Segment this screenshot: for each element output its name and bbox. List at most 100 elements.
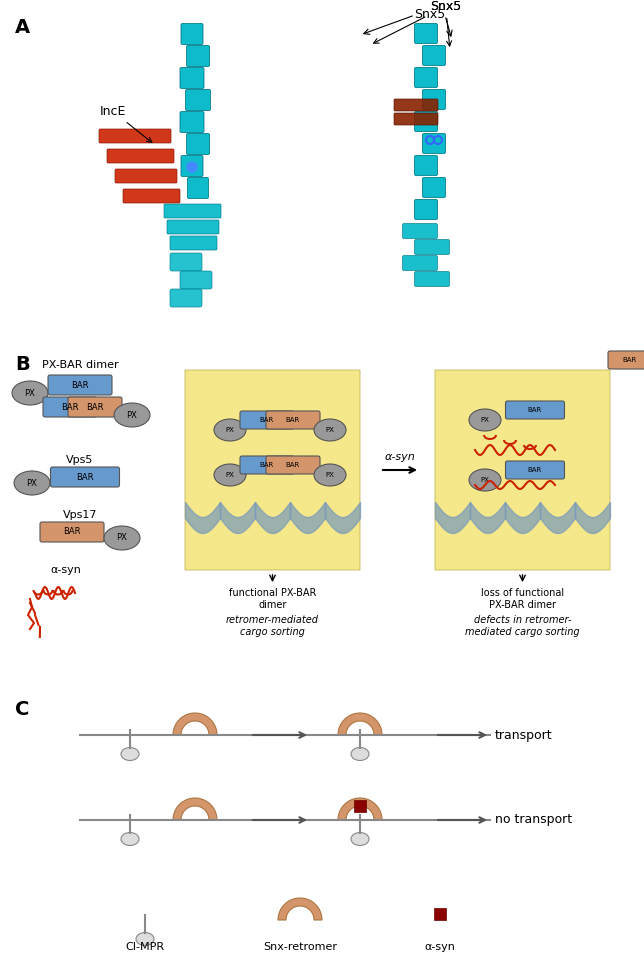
FancyBboxPatch shape — [608, 351, 644, 369]
Text: BAR: BAR — [61, 403, 79, 412]
Text: Snx5: Snx5 — [430, 0, 461, 46]
Text: α-syn: α-syn — [424, 942, 455, 952]
Text: Snx5: Snx5 — [374, 0, 461, 43]
Ellipse shape — [351, 748, 369, 760]
FancyBboxPatch shape — [422, 133, 446, 154]
Ellipse shape — [469, 409, 501, 431]
Text: PX: PX — [225, 427, 234, 433]
Text: BAR: BAR — [76, 472, 94, 481]
FancyBboxPatch shape — [167, 220, 219, 234]
FancyBboxPatch shape — [185, 370, 360, 570]
Text: Vps5: Vps5 — [66, 455, 93, 465]
FancyBboxPatch shape — [415, 111, 437, 131]
Ellipse shape — [214, 464, 246, 486]
Text: PX: PX — [326, 472, 334, 478]
Ellipse shape — [469, 469, 501, 491]
FancyBboxPatch shape — [422, 45, 446, 66]
FancyBboxPatch shape — [187, 178, 209, 198]
Text: transport: transport — [495, 728, 553, 742]
FancyBboxPatch shape — [506, 461, 565, 479]
FancyBboxPatch shape — [415, 271, 450, 287]
FancyBboxPatch shape — [50, 467, 120, 487]
Text: PX: PX — [117, 533, 128, 543]
FancyBboxPatch shape — [266, 411, 320, 429]
Polygon shape — [173, 798, 217, 820]
Text: BAR: BAR — [286, 462, 300, 468]
Text: no transport: no transport — [495, 813, 572, 827]
Text: IncE: IncE — [100, 105, 152, 143]
Ellipse shape — [314, 464, 346, 486]
FancyBboxPatch shape — [68, 397, 122, 417]
Text: BAR: BAR — [528, 407, 542, 413]
Text: PX: PX — [127, 411, 137, 419]
Text: B: B — [15, 355, 30, 374]
Text: C: C — [15, 700, 30, 719]
FancyBboxPatch shape — [107, 149, 174, 163]
FancyBboxPatch shape — [180, 111, 204, 132]
FancyBboxPatch shape — [181, 156, 203, 177]
Bar — [434, 908, 446, 920]
FancyBboxPatch shape — [240, 456, 294, 474]
Text: Snx5: Snx5 — [414, 8, 446, 21]
Text: PX: PX — [480, 477, 489, 483]
Ellipse shape — [14, 471, 50, 495]
FancyBboxPatch shape — [43, 397, 97, 417]
FancyBboxPatch shape — [115, 169, 177, 183]
Text: retromer-mediated
cargo sorting: retromer-mediated cargo sorting — [226, 615, 319, 637]
Text: CI-MPR: CI-MPR — [126, 942, 165, 952]
FancyBboxPatch shape — [170, 253, 202, 271]
Text: loss of functional
PX-BAR dimer: loss of functional PX-BAR dimer — [481, 588, 564, 610]
FancyBboxPatch shape — [394, 99, 438, 111]
FancyBboxPatch shape — [240, 411, 294, 429]
Ellipse shape — [351, 833, 369, 845]
Text: BAR: BAR — [286, 417, 300, 423]
Text: BAR: BAR — [623, 357, 637, 363]
FancyBboxPatch shape — [435, 370, 610, 570]
FancyBboxPatch shape — [40, 522, 104, 542]
Bar — [354, 800, 366, 812]
FancyBboxPatch shape — [402, 255, 437, 270]
FancyBboxPatch shape — [415, 240, 450, 254]
Ellipse shape — [114, 403, 150, 427]
Text: functional PX-BAR
dimer: functional PX-BAR dimer — [229, 588, 316, 610]
Ellipse shape — [314, 419, 346, 441]
FancyBboxPatch shape — [170, 289, 202, 307]
Polygon shape — [338, 713, 382, 735]
FancyBboxPatch shape — [402, 223, 437, 239]
FancyBboxPatch shape — [266, 456, 320, 474]
Text: PX: PX — [26, 478, 37, 488]
FancyBboxPatch shape — [180, 271, 212, 289]
Polygon shape — [173, 713, 217, 735]
FancyBboxPatch shape — [164, 204, 221, 218]
Text: PX-BAR dimer: PX-BAR dimer — [42, 360, 118, 370]
FancyBboxPatch shape — [422, 90, 446, 109]
FancyBboxPatch shape — [48, 375, 112, 395]
Polygon shape — [338, 798, 382, 820]
FancyBboxPatch shape — [415, 200, 437, 219]
FancyBboxPatch shape — [187, 133, 209, 155]
Text: BAR: BAR — [86, 403, 104, 412]
Text: defects in retromer-
mediated cargo sorting: defects in retromer- mediated cargo sort… — [465, 615, 580, 637]
FancyBboxPatch shape — [415, 156, 437, 176]
FancyBboxPatch shape — [123, 189, 180, 203]
Text: BAR: BAR — [260, 417, 274, 423]
FancyBboxPatch shape — [422, 178, 446, 197]
Text: α-syn: α-syn — [384, 452, 415, 462]
FancyBboxPatch shape — [181, 23, 203, 44]
Text: BAR: BAR — [260, 462, 274, 468]
Circle shape — [187, 162, 197, 172]
Text: Snx-retromer: Snx-retromer — [263, 942, 337, 952]
FancyBboxPatch shape — [170, 236, 217, 250]
Text: BAR: BAR — [528, 467, 542, 473]
Text: α-syn: α-syn — [50, 565, 81, 575]
Ellipse shape — [104, 526, 140, 550]
FancyBboxPatch shape — [185, 90, 211, 110]
Text: BAR: BAR — [71, 381, 89, 389]
Ellipse shape — [121, 748, 139, 760]
FancyBboxPatch shape — [394, 113, 438, 125]
Ellipse shape — [214, 419, 246, 441]
Text: BAR: BAR — [63, 527, 80, 536]
Text: Vps17: Vps17 — [62, 510, 97, 520]
FancyBboxPatch shape — [187, 45, 209, 67]
Text: PX: PX — [480, 417, 489, 423]
